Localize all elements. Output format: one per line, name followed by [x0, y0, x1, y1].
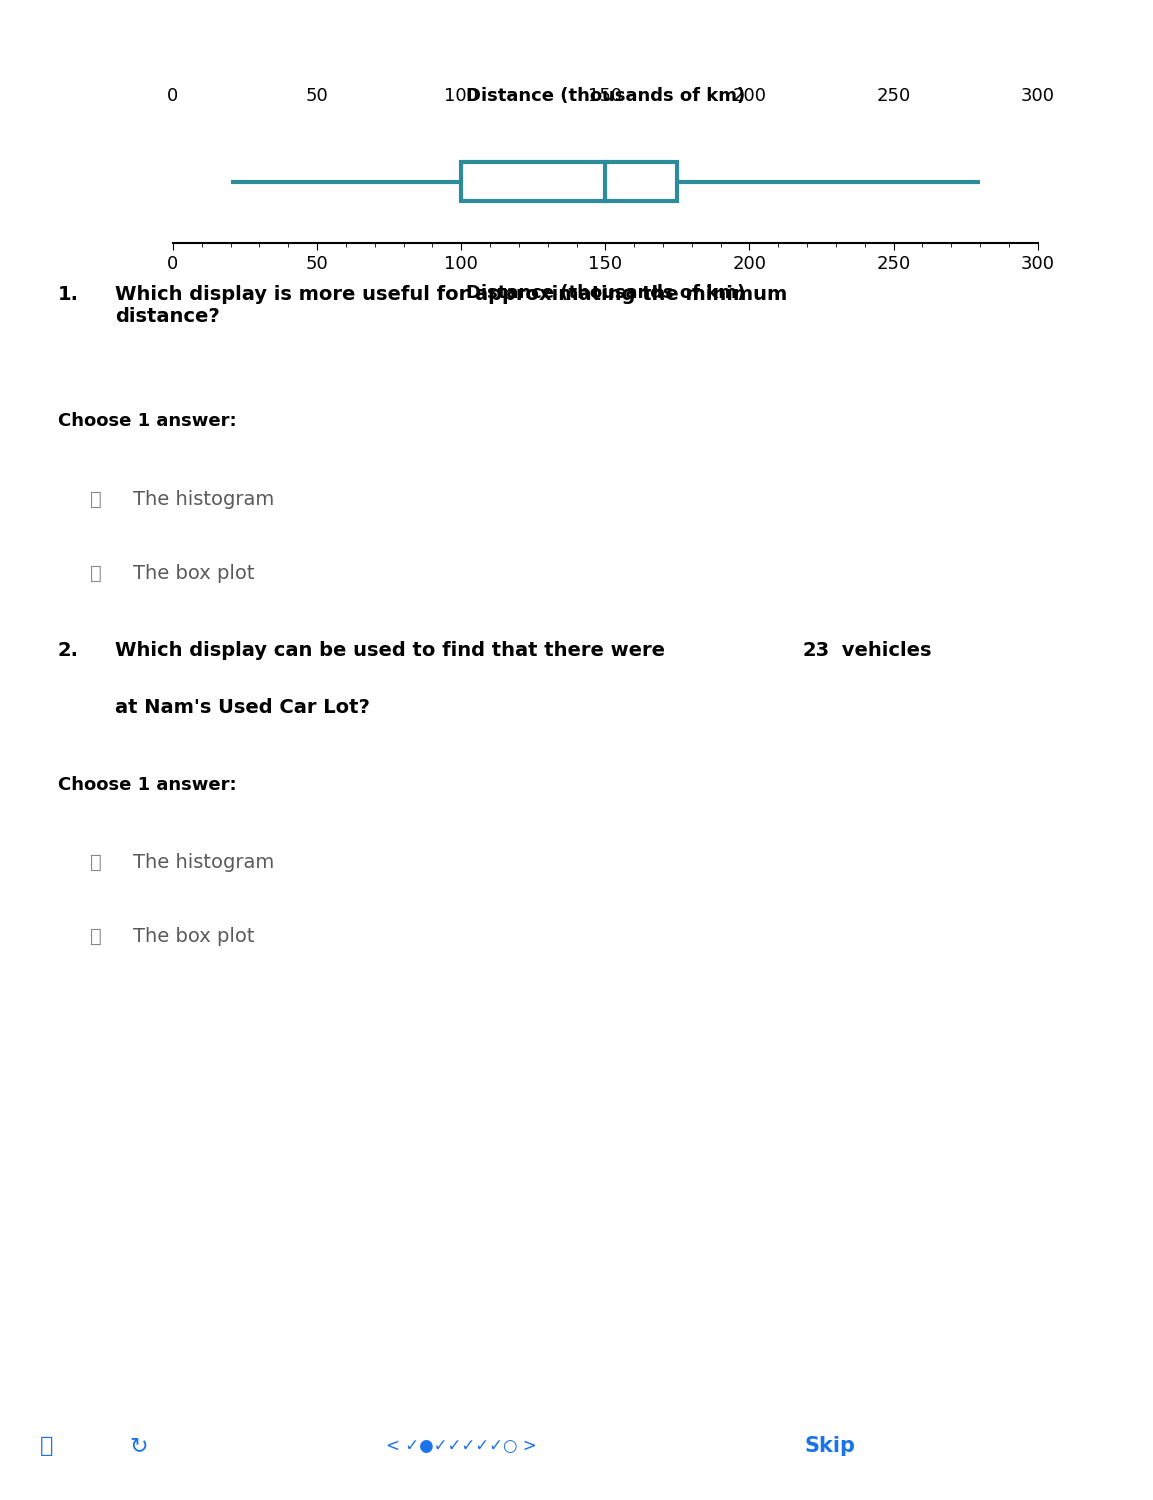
Text: at Nam's Used Car Lot?: at Nam's Used Car Lot? [115, 698, 370, 717]
Bar [461, 162, 678, 201]
Text: The histogram: The histogram [133, 853, 274, 871]
Text: < ✓●✓✓✓✓✓○ >: < ✓●✓✓✓✓✓○ > [386, 1437, 536, 1455]
Text: Ⓑ: Ⓑ [90, 927, 101, 945]
Text: Which display can be used to find that there were: Which display can be used to find that t… [115, 640, 672, 660]
Text: The histogram: The histogram [133, 490, 274, 508]
Text: 2.: 2. [58, 640, 78, 660]
Text: Ⓐ: Ⓐ [90, 490, 101, 508]
Text: The box plot: The box plot [133, 927, 254, 945]
Text: Check: Check [990, 1436, 1055, 1456]
Text: Ⓑ: Ⓑ [90, 564, 101, 582]
Text: Ⓐ: Ⓐ [90, 853, 101, 871]
Text: Choose 1 answer:: Choose 1 answer: [58, 413, 236, 430]
Text: Distance (thousands of km): Distance (thousands of km) [466, 87, 745, 105]
Text: Skip: Skip [805, 1436, 856, 1456]
Text: Choose 1 answer:: Choose 1 answer: [58, 776, 236, 794]
Text: Ⓐ: Ⓐ [39, 1436, 53, 1456]
Text: ↻: ↻ [129, 1436, 148, 1456]
Text: The box plot: The box plot [133, 564, 254, 582]
Text: 1.: 1. [58, 285, 78, 304]
Text: Which display is more useful for approximating the minimum
distance?: Which display is more useful for approxi… [115, 285, 787, 326]
X-axis label: Distance (thousands of km): Distance (thousands of km) [466, 284, 745, 302]
Text: 23: 23 [802, 640, 830, 660]
Text: vehicles: vehicles [835, 640, 932, 660]
